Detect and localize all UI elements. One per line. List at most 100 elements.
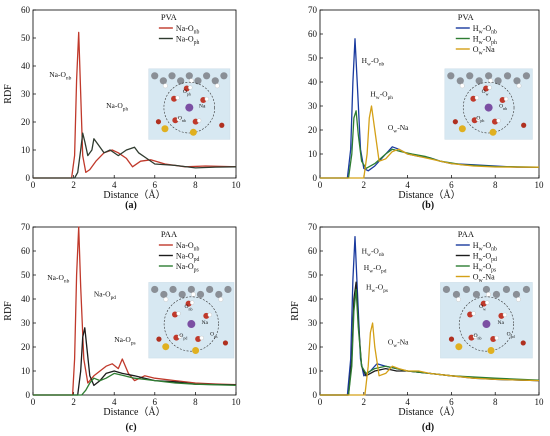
inset-atom-label: Onb — [185, 304, 193, 312]
x-tick-label: 4 — [112, 180, 117, 190]
y-tick-label: 30 — [308, 101, 318, 111]
subscript: ps — [131, 341, 136, 347]
inset-atom-label: Na — [497, 320, 504, 326]
y-tick-label: 30 — [21, 318, 31, 328]
x-tick-label: 4 — [405, 397, 410, 407]
subscript: nb — [491, 247, 497, 253]
y-tick-label: 0 — [313, 390, 318, 400]
x-tick-label: 8 — [193, 180, 198, 190]
carbon-atom — [178, 290, 186, 299]
subscript: w — [367, 252, 371, 258]
carbon-atom — [462, 285, 471, 294]
inset-atom-label: Ow — [479, 304, 486, 312]
sulfur-atom — [489, 128, 497, 136]
x-tick-label: 10 — [232, 397, 242, 407]
text-part: O — [479, 304, 483, 310]
text-part: O — [507, 331, 511, 337]
subscript: pd — [491, 257, 497, 263]
subscript: ph — [194, 40, 200, 46]
subscript: ph — [480, 118, 484, 123]
y-tick-label: 60 — [21, 5, 31, 15]
carbon-atom — [177, 77, 185, 85]
text-part: O — [476, 116, 480, 122]
y-tick-label: 70 — [21, 222, 31, 232]
peak-annotation: Hw-Opd — [364, 263, 387, 275]
oxygen-atom — [222, 340, 229, 346]
subscript: nb — [491, 30, 497, 36]
hydrogen-atom — [176, 117, 181, 122]
text-part: Na — [497, 320, 504, 326]
sodium-atom — [482, 320, 491, 329]
y-tick-label: 20 — [308, 125, 318, 135]
series-line-na-ops — [33, 372, 237, 396]
carbon-atom — [169, 285, 177, 294]
text-part: H — [473, 252, 479, 261]
x-axis-label: Distance（Å） — [103, 189, 165, 201]
text-part: Na-O — [47, 273, 64, 282]
carbon-atom — [160, 290, 168, 299]
legend-entry: Ow-Na — [473, 45, 495, 57]
inset-atom-label: Na — [199, 104, 206, 110]
text-part: H — [473, 35, 479, 44]
legend-entry: Hw-Onb — [473, 241, 497, 253]
carbon-atom — [472, 290, 481, 299]
sulfur-atom — [487, 346, 495, 354]
hydrogen-atom — [496, 118, 501, 123]
carbon-atom — [196, 290, 205, 299]
oxygen-atom — [452, 119, 458, 125]
y-tick-label: 60 — [308, 29, 318, 39]
peak-annotation: Hw-Oph — [370, 89, 393, 101]
panel-a: Oph Na Onb 0 2 4 6 8 10 0 10 20 30 40 50 60 Distance（Å） R… — [3, 5, 241, 211]
hydrogen-atom — [162, 83, 168, 89]
y-tick-label: 60 — [21, 246, 31, 256]
subscript: pd — [194, 257, 200, 263]
sulfur-atom — [161, 125, 169, 133]
carbon-atom — [168, 72, 176, 80]
hydrogen-atom — [474, 95, 480, 100]
subscript: ph — [388, 95, 394, 101]
inset-atom-label: Ow — [482, 89, 489, 97]
sulfur-atom — [458, 125, 466, 133]
text-part: -O — [483, 252, 492, 261]
inset-atom-label: Onb — [499, 104, 507, 112]
text-part: -Na — [483, 273, 495, 282]
x-tick-label: 6 — [153, 397, 158, 407]
hydrogen-atom — [503, 96, 509, 102]
x-tick-label: 0 — [31, 397, 36, 407]
y-tick-label: 0 — [26, 173, 31, 183]
carbon-atom — [466, 72, 474, 80]
subscript: nb — [379, 252, 385, 258]
y-axis-label: RDF — [290, 301, 301, 321]
peak-annotation: Na-Opd — [94, 290, 116, 302]
oxygen-atom — [156, 336, 162, 342]
coordination-shell — [163, 296, 219, 352]
carbon-atom — [456, 77, 464, 85]
y-tick-label: 70 — [308, 5, 318, 15]
y-tick-label: 20 — [308, 342, 318, 352]
hydrogen-atom — [189, 300, 195, 305]
plot-frame — [319, 226, 540, 396]
panel-caption: (a) — [125, 200, 137, 211]
subscript: ph — [187, 91, 191, 96]
x-tick-label: 4 — [112, 397, 117, 407]
carbon-atom — [452, 290, 461, 299]
sodium-atom — [187, 320, 196, 329]
hydrogen-atom — [207, 312, 212, 318]
y-tick-label: 70 — [308, 222, 318, 232]
hydrogen-atom — [188, 85, 193, 90]
subscript: pd — [381, 269, 387, 275]
y-tick-label: 10 — [308, 149, 318, 159]
inset-atom-label: Na — [202, 320, 209, 326]
text-part: Na — [202, 320, 209, 326]
coordination-shell — [462, 81, 515, 134]
y-tick-label: 20 — [21, 117, 31, 127]
coordination-shell — [163, 81, 216, 134]
oxygen-atom — [520, 340, 526, 346]
x-tick-label: 6 — [153, 180, 158, 190]
y-tick-label: 50 — [308, 53, 318, 63]
carbon-atom — [224, 285, 232, 294]
text-part: -O — [371, 56, 379, 65]
